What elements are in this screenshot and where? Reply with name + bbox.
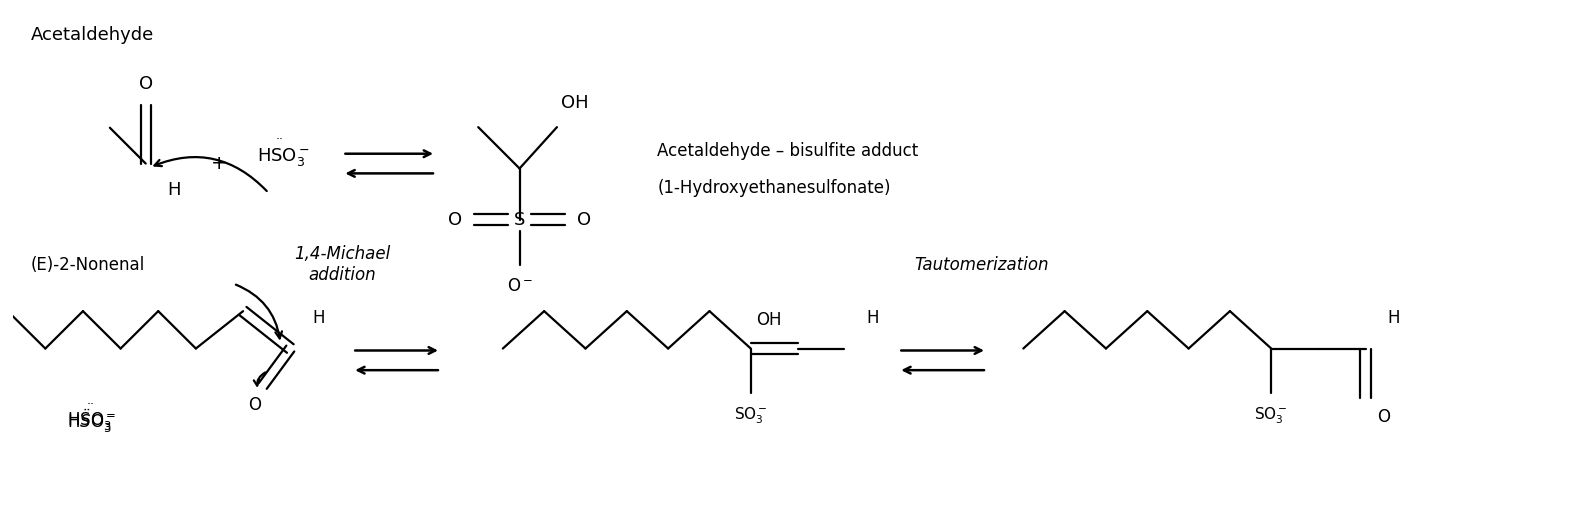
FancyArrowPatch shape	[155, 157, 267, 191]
Text: O: O	[139, 75, 153, 93]
Text: OH: OH	[755, 311, 780, 329]
Text: H: H	[311, 309, 324, 327]
Text: 1,4-Michael
addition: 1,4-Michael addition	[294, 246, 391, 284]
Text: OH: OH	[560, 95, 589, 112]
Text: O: O	[448, 210, 463, 229]
Text: H: H	[168, 181, 180, 199]
Text: +: +	[211, 154, 228, 173]
Text: O$^-$: O$^-$	[506, 277, 533, 295]
Text: HSO$_3^-$: HSO$_3^-$	[257, 146, 310, 168]
Text: H$\ddot{S}$O$_3^-$: H$\ddot{S}$O$_3^-$	[67, 408, 117, 435]
Text: H: H	[1387, 309, 1400, 327]
Text: H: H	[867, 309, 878, 327]
Text: ··: ··	[276, 133, 284, 146]
Text: SO$_3^-$: SO$_3^-$	[1254, 406, 1288, 426]
Text: Acetaldehyde – bisulfite adduct: Acetaldehyde – bisulfite adduct	[658, 142, 919, 160]
Text: HSO$_3^-$: HSO$_3^-$	[67, 410, 117, 432]
Text: Tautomerization: Tautomerization	[915, 256, 1049, 274]
Text: ··: ··	[86, 398, 94, 411]
Text: SO$_3^-$: SO$_3^-$	[734, 406, 768, 426]
FancyArrowPatch shape	[254, 372, 265, 386]
Text: O: O	[249, 396, 262, 414]
Text: O: O	[576, 210, 591, 229]
FancyArrowPatch shape	[236, 285, 282, 339]
Text: Acetaldehyde: Acetaldehyde	[30, 26, 153, 44]
Text: (E)-2-Nonenal: (E)-2-Nonenal	[30, 256, 145, 274]
Text: S: S	[514, 210, 525, 229]
Text: (1-Hydroxyethanesulfonate): (1-Hydroxyethanesulfonate)	[658, 179, 891, 197]
Text: O: O	[1377, 407, 1390, 425]
